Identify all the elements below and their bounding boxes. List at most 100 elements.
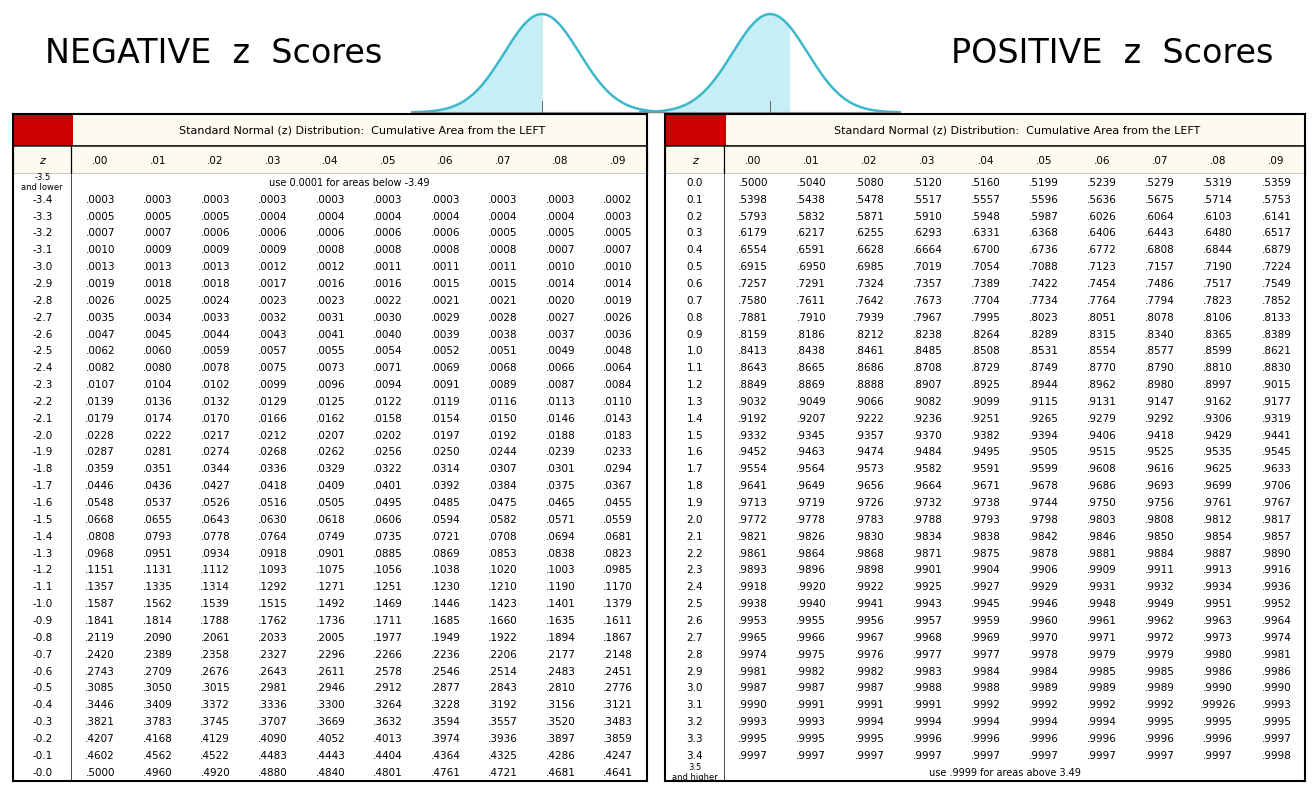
Text: .5987: .5987 bbox=[1029, 211, 1059, 222]
Text: .4325: .4325 bbox=[488, 751, 518, 761]
Text: .0838: .0838 bbox=[546, 548, 576, 559]
Text: .9963: .9963 bbox=[1203, 616, 1233, 626]
Text: .0154: .0154 bbox=[430, 413, 461, 424]
Text: .4129: .4129 bbox=[201, 734, 230, 744]
Text: .9997: .9997 bbox=[739, 751, 768, 761]
Text: .9319: .9319 bbox=[1261, 413, 1291, 424]
Text: .9878: .9878 bbox=[1029, 548, 1059, 559]
Text: .0032: .0032 bbox=[258, 312, 287, 323]
Text: .0268: .0268 bbox=[258, 447, 287, 458]
Text: .9713: .9713 bbox=[739, 498, 768, 508]
Text: -2.0: -2.0 bbox=[33, 431, 52, 440]
Text: 0: 0 bbox=[774, 118, 778, 125]
Text: .0015: .0015 bbox=[488, 279, 518, 289]
Text: .0287: .0287 bbox=[85, 447, 115, 458]
Text: .1539: .1539 bbox=[201, 599, 230, 609]
Text: .9251: .9251 bbox=[971, 413, 1001, 424]
Text: .2420: .2420 bbox=[85, 649, 115, 660]
Text: .9998: .9998 bbox=[1261, 751, 1291, 761]
Text: .9573: .9573 bbox=[854, 465, 884, 474]
Text: .4364: .4364 bbox=[430, 751, 461, 761]
Text: .0048: .0048 bbox=[604, 346, 632, 357]
Text: .9976: .9976 bbox=[854, 649, 884, 660]
Text: .9686: .9686 bbox=[1088, 481, 1117, 492]
Text: .9803: .9803 bbox=[1088, 515, 1117, 525]
Text: .7019: .7019 bbox=[913, 262, 942, 272]
Text: .8830: .8830 bbox=[1262, 363, 1291, 373]
Text: -2.6: -2.6 bbox=[31, 330, 52, 339]
Text: .9032: .9032 bbox=[739, 397, 768, 407]
Text: .9973: .9973 bbox=[1203, 633, 1233, 643]
Text: .8485: .8485 bbox=[913, 346, 942, 357]
Text: .9977: .9977 bbox=[971, 649, 1001, 660]
Text: .0096: .0096 bbox=[315, 380, 345, 390]
Text: .3336: .3336 bbox=[258, 701, 287, 710]
Text: .3192: .3192 bbox=[488, 701, 518, 710]
Text: .0064: .0064 bbox=[604, 363, 632, 373]
Text: .0409: .0409 bbox=[315, 481, 345, 492]
Text: .1271: .1271 bbox=[315, 582, 345, 593]
Text: 0.3: 0.3 bbox=[686, 228, 703, 238]
Text: .9265: .9265 bbox=[1029, 413, 1059, 424]
Text: .9656: .9656 bbox=[854, 481, 884, 492]
Text: .9991: .9991 bbox=[854, 701, 884, 710]
Text: .2643: .2643 bbox=[258, 667, 287, 676]
Text: -0.0: -0.0 bbox=[33, 768, 52, 778]
Text: .9997: .9997 bbox=[796, 751, 827, 761]
Text: .7190: .7190 bbox=[1203, 262, 1233, 272]
Text: .3632: .3632 bbox=[373, 717, 403, 727]
Text: -3.4: -3.4 bbox=[31, 195, 52, 204]
Text: .1587: .1587 bbox=[85, 599, 115, 609]
Text: .5120: .5120 bbox=[913, 178, 942, 188]
Text: .9990: .9990 bbox=[739, 701, 768, 710]
Text: .4404: .4404 bbox=[373, 751, 403, 761]
Text: .4443: .4443 bbox=[315, 751, 345, 761]
Text: .0014: .0014 bbox=[546, 279, 576, 289]
Text: .0808: .0808 bbox=[85, 532, 115, 542]
Text: .0011: .0011 bbox=[488, 262, 518, 272]
Text: .0018: .0018 bbox=[201, 279, 230, 289]
Text: .2981: .2981 bbox=[258, 683, 287, 694]
Text: .9798: .9798 bbox=[1029, 515, 1059, 525]
Text: .9793: .9793 bbox=[971, 515, 1001, 525]
Text: .1977: .1977 bbox=[373, 633, 403, 643]
Text: .9992: .9992 bbox=[1145, 701, 1176, 710]
Text: .7764: .7764 bbox=[1088, 296, 1117, 306]
Text: .7995: .7995 bbox=[971, 312, 1001, 323]
Text: .5199: .5199 bbox=[1029, 178, 1059, 188]
Text: .9699: .9699 bbox=[1203, 481, 1233, 492]
Text: .0005: .0005 bbox=[85, 211, 115, 222]
Text: .8413: .8413 bbox=[739, 346, 768, 357]
Text: .8962: .8962 bbox=[1088, 380, 1117, 390]
Text: .1292: .1292 bbox=[258, 582, 287, 593]
Text: .9993: .9993 bbox=[1261, 701, 1291, 710]
Text: .0054: .0054 bbox=[373, 346, 403, 357]
Text: .0029: .0029 bbox=[430, 312, 461, 323]
Text: .3228: .3228 bbox=[430, 701, 461, 710]
Text: .0307: .0307 bbox=[488, 465, 518, 474]
Text: .6772: .6772 bbox=[1088, 245, 1117, 256]
Text: .8212: .8212 bbox=[854, 330, 884, 339]
Text: -1.0: -1.0 bbox=[33, 599, 52, 609]
Text: .8810: .8810 bbox=[1203, 363, 1233, 373]
Text: .5160: .5160 bbox=[971, 178, 1001, 188]
Text: .6368: .6368 bbox=[1029, 228, 1059, 238]
Text: .5080: .5080 bbox=[854, 178, 884, 188]
Text: .1788: .1788 bbox=[201, 616, 230, 626]
Text: 3.4: 3.4 bbox=[686, 751, 703, 761]
Text: .0073: .0073 bbox=[315, 363, 345, 373]
Text: .1075: .1075 bbox=[315, 566, 345, 575]
Text: .0005: .0005 bbox=[546, 228, 575, 238]
Text: .9495: .9495 bbox=[971, 447, 1001, 458]
Text: .09: .09 bbox=[610, 156, 626, 166]
Text: .9946: .9946 bbox=[1029, 599, 1059, 609]
Text: .3156: .3156 bbox=[546, 701, 576, 710]
Text: .0136: .0136 bbox=[143, 397, 173, 407]
Text: .0003: .0003 bbox=[201, 195, 230, 204]
Text: .9960: .9960 bbox=[1029, 616, 1059, 626]
Text: .0013: .0013 bbox=[143, 262, 173, 272]
Text: .0401: .0401 bbox=[373, 481, 403, 492]
Text: .08: .08 bbox=[552, 156, 569, 166]
Text: .9706: .9706 bbox=[1262, 481, 1291, 492]
Text: -0.7: -0.7 bbox=[33, 649, 52, 660]
